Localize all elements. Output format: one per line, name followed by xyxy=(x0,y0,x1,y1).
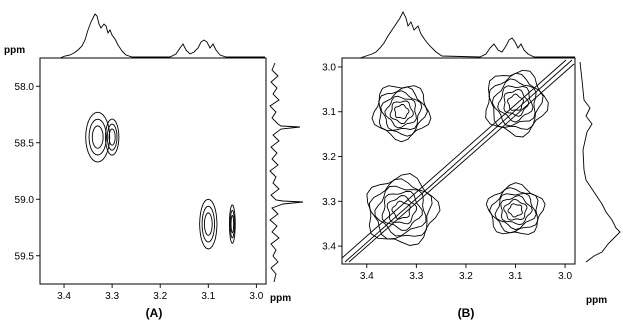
panel-b-label: (B) xyxy=(458,306,475,320)
panel-b-y-tick-label: 3.1 xyxy=(322,107,336,118)
panel-b-contour-line xyxy=(378,86,428,137)
panel-b-contour-line xyxy=(368,178,433,240)
panel-a-x-tick-label: 3.2 xyxy=(153,291,167,302)
panel-b-contour-line xyxy=(488,72,544,130)
panel-a-contour-line xyxy=(104,118,120,156)
panel-b-contour-line xyxy=(384,95,417,129)
panel-b-x-tick-label: 3.3 xyxy=(409,271,423,282)
panel-b: 3.4 3.3 3.2 3.1 3.0 3.0 3.1 3.2 3.3 3.4 ppm (B) xyxy=(322,10,621,320)
panel-a-contour-line xyxy=(229,204,236,244)
panel-b-plot-frame xyxy=(341,57,576,265)
panel-a-contour-line xyxy=(199,198,218,250)
panel-b-top-projection xyxy=(342,10,575,59)
panel-b-y-tick-label: 3.0 xyxy=(322,62,336,73)
panel-a-y-tick-label: 58.0 xyxy=(15,82,35,93)
panel-b-x-tick-label: 3.1 xyxy=(509,271,523,282)
panel-b-contour-line xyxy=(497,85,534,123)
panel-b-y-tick-label: 3.4 xyxy=(322,242,336,253)
panel-a-top-projection xyxy=(40,13,265,59)
panel-a-y-tick-label: 58.5 xyxy=(15,138,35,149)
panel-b-contour-line xyxy=(485,69,549,138)
panel-b-y-tick-label: 3.2 xyxy=(322,152,336,163)
panel-a-contour-line xyxy=(91,125,104,149)
panel-a-ticks: 3.4 3.3 3.2 3.1 3.0 58.0 58.5 59.0 59.5 xyxy=(15,82,264,302)
panel-b-contour-line xyxy=(491,78,537,127)
panel-b-contour-line xyxy=(503,198,528,221)
panel-a: ppm 3.4 3.3 3.2 3.1 3.058.058.559.059.5 ppm … xyxy=(4,13,304,320)
panel-a-x-tick-label: 3.0 xyxy=(249,291,263,302)
panel-a-x-tick-label: 3.1 xyxy=(201,291,215,302)
panel-a-contour-line xyxy=(203,212,213,236)
panel-b-ticks: 3.4 3.3 3.2 3.1 3.0 3.0 3.1 3.2 3.3 3.4 xyxy=(322,62,572,282)
panel-a-plot-frame xyxy=(39,57,267,285)
panel-b-x-tick-label: 3.4 xyxy=(360,271,374,282)
panel-b-diagonal-2 xyxy=(348,63,575,263)
panel-b-contour-line xyxy=(503,88,530,117)
panel-b-contour-line xyxy=(391,200,411,220)
panel-a-x-tick-label: 3.3 xyxy=(105,291,119,302)
panel-a-x-unit: ppm xyxy=(270,293,291,304)
panel-a-contour-line xyxy=(201,205,215,243)
panel-b-contour-line xyxy=(507,203,523,218)
panel-a-right-projection xyxy=(269,62,304,283)
panel-a-contour-line xyxy=(108,128,116,146)
panel-a-contour-line xyxy=(85,111,111,163)
panel-a-y-unit: ppm xyxy=(4,45,25,56)
panel-b-contour-line xyxy=(507,93,524,111)
panel-b-contour-line xyxy=(494,192,537,231)
panel-b-contour-line xyxy=(389,100,414,125)
panel-b-x-tick-label: 3.0 xyxy=(558,271,572,282)
panel-a-contour-line xyxy=(106,123,118,151)
panel-b-contour-line xyxy=(380,90,423,131)
panel-a-x-tick-label: 3.4 xyxy=(57,291,71,302)
panel-b-diagonal-1 xyxy=(344,59,573,263)
panel-b-diagonal-3 xyxy=(341,59,567,259)
panel-a-contours xyxy=(85,111,236,250)
panel-a-y-tick-label: 59.0 xyxy=(15,195,35,206)
panel-b-y-tick-label: 3.3 xyxy=(322,197,336,208)
panel-b-contour-line xyxy=(489,187,539,234)
panel-b-right-projection xyxy=(579,61,621,263)
panel-b-x-tick-label: 3.2 xyxy=(459,271,473,282)
panel-a-contour-line xyxy=(88,118,107,156)
panel-b-x-unit: ppm xyxy=(586,295,607,306)
panel-a-y-tick-label: 59.5 xyxy=(15,251,35,262)
panel-b-contour-line xyxy=(500,195,533,226)
panel-b-contour-line xyxy=(485,182,546,235)
panel-a-contour-line xyxy=(229,209,235,239)
panel-b-contours xyxy=(366,69,549,246)
panel-a-contour-line xyxy=(230,214,235,234)
panel-b-contour-line xyxy=(394,103,410,120)
panel-b-contour-line xyxy=(374,185,427,237)
panel-b-contour-line xyxy=(381,191,423,231)
panel-a-label: (A) xyxy=(146,306,163,320)
